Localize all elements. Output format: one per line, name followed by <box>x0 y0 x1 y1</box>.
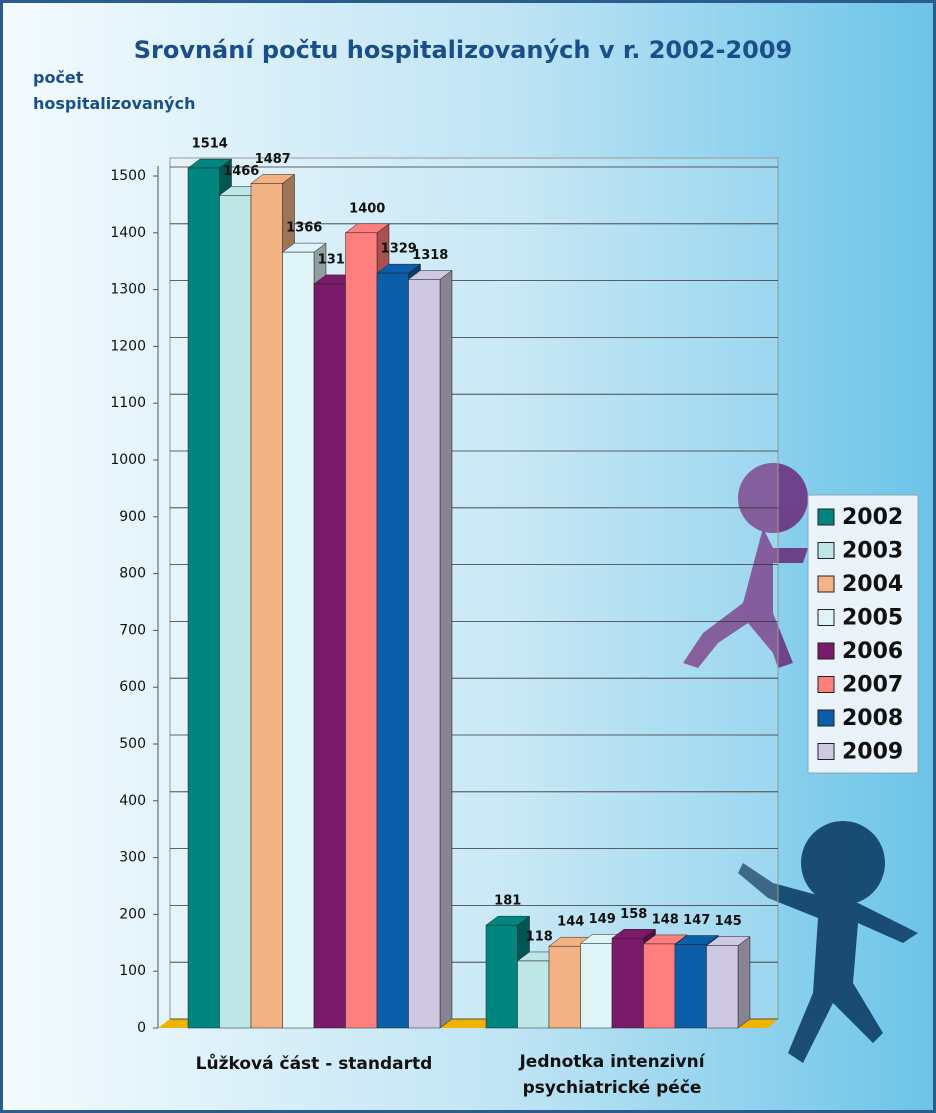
bar-front <box>706 945 739 1029</box>
bar-side-shade <box>738 936 750 1028</box>
figure-decoration <box>683 463 808 668</box>
bar-front <box>282 251 315 1029</box>
bar-front <box>376 272 409 1029</box>
y-tick-label: 900 <box>119 509 146 525</box>
bar-front <box>485 924 518 1029</box>
data-label: 149 <box>589 912 616 927</box>
y-tick-label: 1200 <box>110 338 146 354</box>
y-tick-label: 400 <box>119 793 146 809</box>
data-label: 158 <box>620 907 647 922</box>
data-label: 147 <box>683 913 710 928</box>
legend-swatch <box>817 609 835 626</box>
legend-label: 2006 <box>842 639 903 664</box>
legend-label: 2002 <box>842 505 903 530</box>
y-tick-label: 1000 <box>110 452 146 468</box>
legend-label: 2004 <box>842 572 903 597</box>
data-label: 1366 <box>286 221 322 236</box>
data-label: 118 <box>526 929 553 944</box>
legend-swatch <box>817 676 835 693</box>
legend-swatch <box>817 575 835 593</box>
y-tick-label: 300 <box>119 850 146 866</box>
figure-decoration <box>738 821 918 1063</box>
data-label: 1310 <box>318 252 354 267</box>
bar <box>407 269 453 1029</box>
data-label: 1329 <box>381 242 417 257</box>
data-label: 144 <box>557 915 584 930</box>
legend-label: 2003 <box>842 539 903 564</box>
chart-title: Srovnání počtu hospitalizovaných v r. 20… <box>134 36 793 64</box>
y-tick-label: 600 <box>119 679 146 695</box>
data-label: 145 <box>715 914 742 929</box>
legend-swatch <box>817 642 835 660</box>
bar-front <box>611 938 644 1029</box>
x-tick-label: Lůžková část - standartd <box>195 1054 433 1074</box>
legend-swatch <box>817 508 835 526</box>
data-label: 1487 <box>255 152 291 167</box>
bar-front <box>345 232 378 1029</box>
y-tick-label: 800 <box>119 566 146 582</box>
data-label: 1318 <box>412 248 448 263</box>
data-label: 181 <box>494 894 521 909</box>
chart: Srovnání počtu hospitalizovaných v r. 20… <box>110 36 919 1063</box>
bar-front <box>313 283 346 1029</box>
legend-label: 2009 <box>842 740 903 765</box>
y-tick-label: 1300 <box>110 282 146 298</box>
legend-swatch <box>817 743 835 760</box>
y-tick-label: 100 <box>119 963 146 979</box>
data-label: 1466 <box>223 164 259 179</box>
bar-side-shade <box>440 270 452 1029</box>
bar-front <box>580 943 613 1029</box>
bar-front <box>250 183 283 1029</box>
legend-label: 2008 <box>842 706 903 731</box>
x-tick-label: Jednotka intenzivní psychiatrické péče <box>519 1052 705 1098</box>
legend-label: 2005 <box>842 606 903 631</box>
data-label: 1514 <box>192 137 228 152</box>
y-tick-label: 0 <box>137 1020 146 1036</box>
bar-front <box>643 943 676 1029</box>
bar-front <box>219 195 252 1029</box>
legend-swatch <box>817 542 835 559</box>
y-tick-label: 1400 <box>110 225 146 241</box>
y-axis-label: počet hospitalizovaných <box>33 68 196 113</box>
y-tick-label: 700 <box>119 622 146 638</box>
bar <box>705 936 751 1029</box>
y-tick-label: 500 <box>119 736 146 752</box>
y-tick-label: 200 <box>119 906 146 922</box>
data-label: 1400 <box>349 201 385 216</box>
bar-front <box>187 167 220 1029</box>
y-tick-label: 1500 <box>110 168 146 184</box>
bar-front <box>408 279 441 1029</box>
data-label: 148 <box>652 912 679 927</box>
bar-front <box>548 945 581 1029</box>
legend-box <box>807 494 919 774</box>
bar-front <box>674 944 707 1029</box>
legend-swatch <box>817 709 835 727</box>
bar-front <box>517 960 550 1029</box>
legend-label: 2007 <box>842 673 903 698</box>
y-tick-label: 1100 <box>110 395 146 411</box>
